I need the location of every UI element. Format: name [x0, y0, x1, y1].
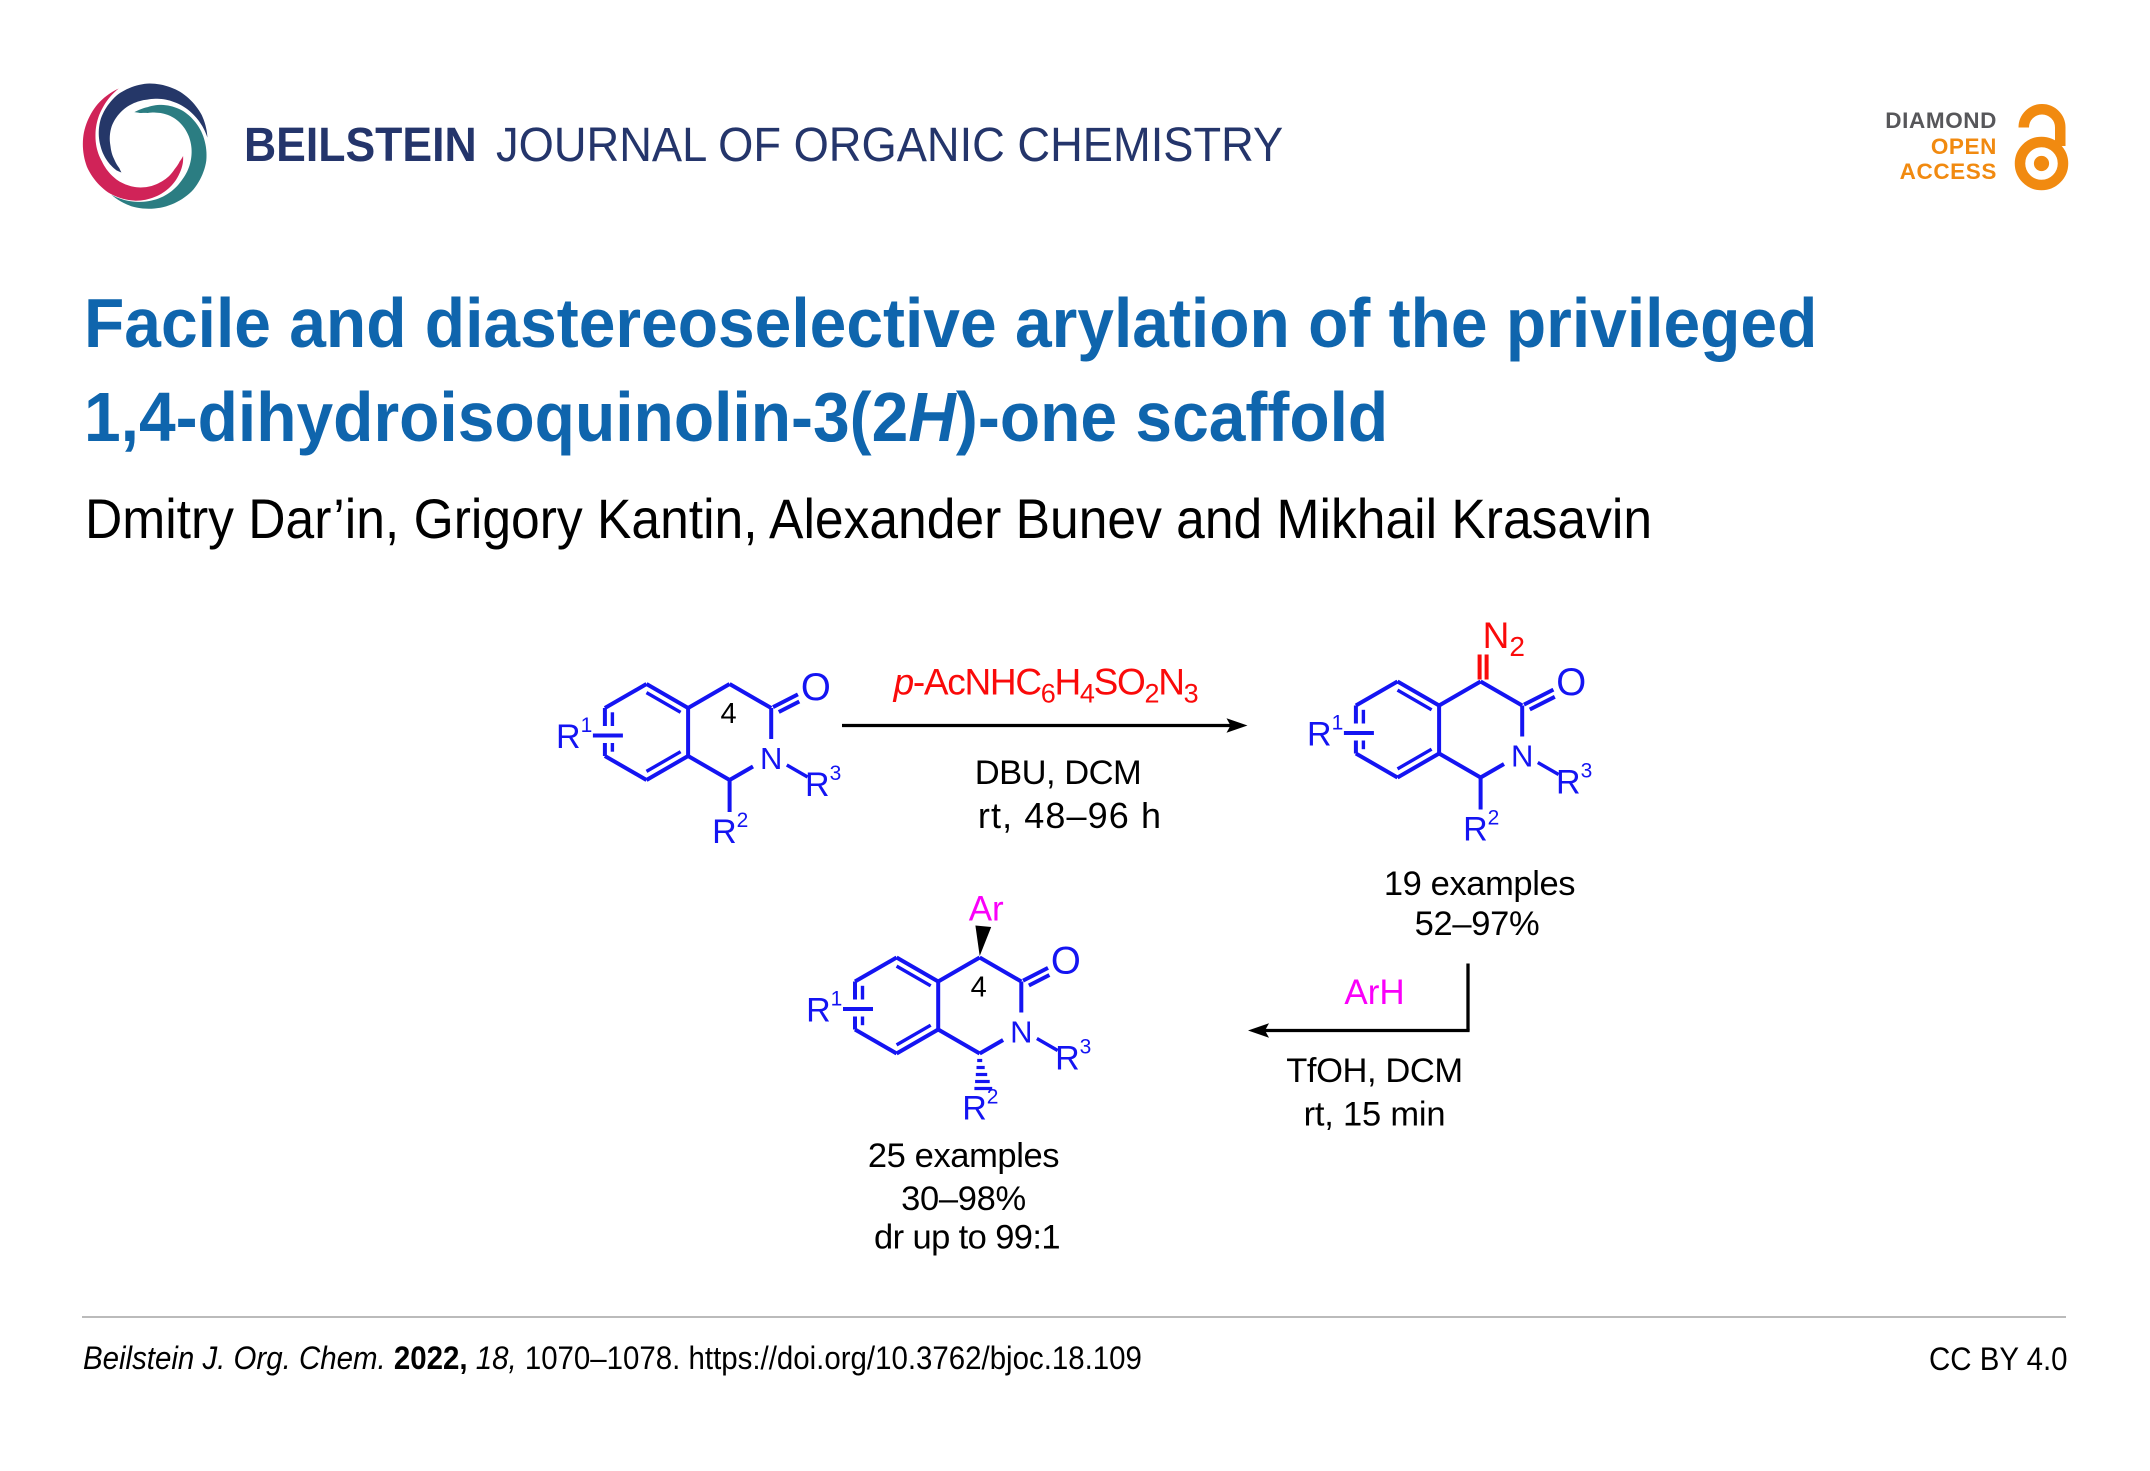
svg-text:R2: R2: [712, 809, 748, 851]
svg-text:R2: R2: [962, 1086, 998, 1128]
svg-text:N2: N2: [1483, 615, 1525, 662]
svg-text:rt, 15 min: rt, 15 min: [1304, 1096, 1446, 1134]
svg-text:R1: R1: [556, 714, 592, 756]
svg-text:O: O: [1556, 661, 1586, 704]
svg-text:R3: R3: [1055, 1036, 1091, 1078]
svg-text:p-AcNHC6H4SO2N3: p-AcNHC6H4SO2N3: [893, 662, 1198, 709]
svg-text:R3: R3: [805, 762, 841, 804]
svg-text:R1: R1: [806, 988, 842, 1030]
svg-text:R3: R3: [1556, 760, 1592, 802]
svg-text:52–97%: 52–97%: [1415, 905, 1540, 943]
svg-text:25 examples: 25 examples: [868, 1137, 1059, 1175]
svg-text:rt, 48–96 h: rt, 48–96 h: [978, 795, 1162, 836]
svg-text:ArH: ArH: [1344, 973, 1404, 1012]
svg-text:30–98%: 30–98%: [901, 1180, 1026, 1218]
svg-text:4: 4: [971, 972, 987, 1004]
svg-text:4: 4: [721, 698, 737, 730]
svg-text:DBU, DCM: DBU, DCM: [975, 754, 1142, 792]
svg-text:N: N: [1010, 1015, 1032, 1050]
svg-text:dr up to 99:1: dr up to 99:1: [874, 1219, 1060, 1257]
svg-text:O: O: [1051, 939, 1081, 982]
svg-text:R1: R1: [1307, 712, 1343, 754]
svg-text:Ar: Ar: [969, 890, 1004, 929]
svg-text:R2: R2: [1463, 807, 1499, 849]
svg-text:19 examples: 19 examples: [1384, 865, 1575, 903]
svg-text:N: N: [760, 741, 782, 776]
svg-text:O: O: [801, 666, 831, 709]
svg-text:N: N: [1511, 739, 1533, 774]
svg-text:TfOH, DCM: TfOH, DCM: [1286, 1052, 1463, 1090]
